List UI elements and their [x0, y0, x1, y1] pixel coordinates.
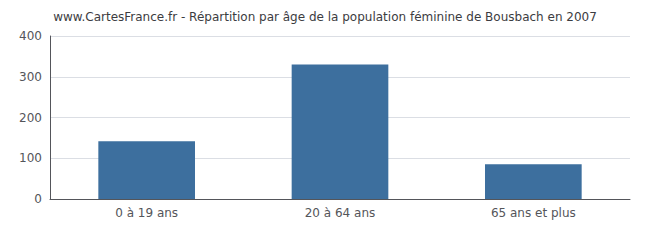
svg-text:65 ans et plus: 65 ans et plus: [491, 206, 576, 220]
svg-text:www.CartesFrance.fr - Répartit: www.CartesFrance.fr - Répartition par âg…: [53, 10, 597, 24]
svg-text:400: 400: [19, 29, 42, 43]
svg-text:20 à 64 ans: 20 à 64 ans: [305, 206, 376, 220]
svg-text:200: 200: [19, 111, 42, 125]
svg-text:0: 0: [34, 192, 42, 206]
svg-text:0 à 19 ans: 0 à 19 ans: [115, 206, 178, 220]
svg-text:300: 300: [19, 70, 42, 84]
svg-text:100: 100: [19, 151, 42, 165]
